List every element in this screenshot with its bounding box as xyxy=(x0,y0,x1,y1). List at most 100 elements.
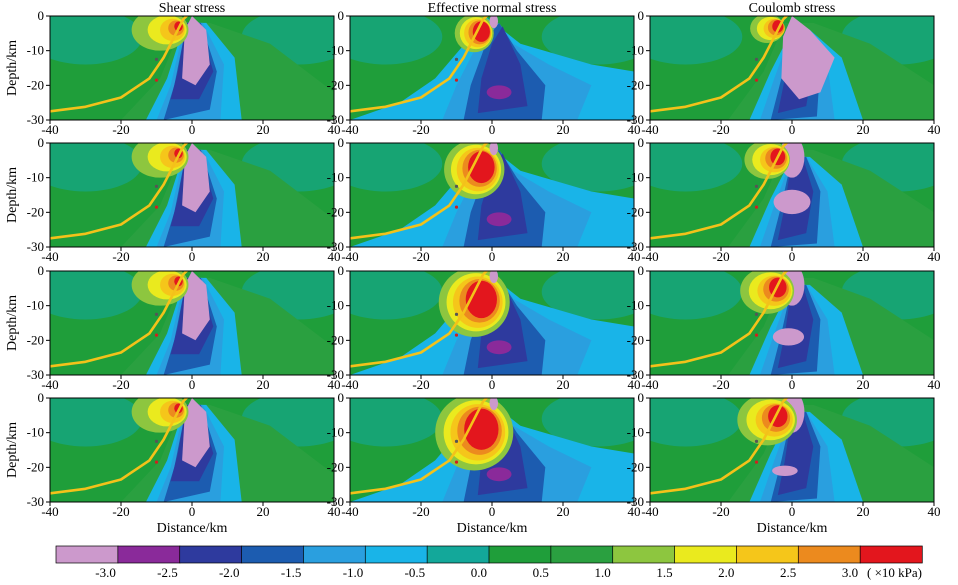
colorbar-tick-label: 2.0 xyxy=(718,565,734,580)
x-tick-label: -20 xyxy=(412,122,429,137)
x-tick-label: 40 xyxy=(628,249,641,264)
panel-effective-normal-stress-row-3: -40 -20 0 20 40 0 -10 -20 -30 xyxy=(327,263,641,392)
x-tick-label: 0 xyxy=(789,377,796,392)
y-tick-label: 0 xyxy=(38,135,45,150)
panel-coulomb-stress-row-2: -40 -20 0 20 40 0 -10 -20 -30 xyxy=(627,135,941,264)
x-tick-label: 20 xyxy=(257,504,270,519)
fault-trace xyxy=(650,16,788,113)
contour-region xyxy=(350,271,443,320)
y-tick-label: -10 xyxy=(27,43,44,58)
fault-trace xyxy=(650,398,788,495)
x-tick-label: -20 xyxy=(712,504,729,519)
panel-shear-stress-row-4: -40 -20 0 20 40 0 -10 -20 -30 Depth/km Distance/km xyxy=(5,390,341,536)
colorbar-swatch xyxy=(303,545,366,564)
y-axis-label: Depth/km xyxy=(5,295,20,351)
y-tick-label: -10 xyxy=(327,425,344,440)
x-tick-label: 20 xyxy=(257,377,270,392)
hypocenter-marker xyxy=(154,78,159,82)
colorbar: -3.0 -2.5 -2.0 -1.5 -1.0 -0.5 0.0 0.5 1.0 1.5 2.0 2… xyxy=(55,545,923,580)
x-tick-label: 40 xyxy=(328,377,341,392)
y-tick-label: -30 xyxy=(27,239,44,254)
colorbar-swatch xyxy=(117,545,181,564)
y-tick-label: -20 xyxy=(27,459,44,474)
hypocenter-marker xyxy=(454,439,459,443)
x-tick-label: -20 xyxy=(112,504,129,519)
y-tick-label: -10 xyxy=(27,298,44,313)
y-tick-label: -30 xyxy=(27,367,44,382)
hypocenter-marker xyxy=(154,205,159,209)
column-title: Coulomb stress xyxy=(749,1,836,16)
y-tick-label: -20 xyxy=(27,77,44,92)
y-tick-label: -20 xyxy=(327,204,344,219)
colorbar-swatch xyxy=(736,545,799,564)
hypocenter-marker xyxy=(454,333,459,337)
colorbar-swatch xyxy=(550,545,614,564)
contour-region xyxy=(50,271,143,320)
y-axis-label: Depth/km xyxy=(5,40,20,96)
x-tick-label: 20 xyxy=(857,504,870,519)
x-tick-label: 0 xyxy=(489,504,496,519)
fault-trace xyxy=(650,143,788,240)
hypocenter-marker xyxy=(754,460,759,464)
colorbar-swatch xyxy=(488,545,552,564)
x-tick-label: 0 xyxy=(789,504,796,519)
colorbar-swatch xyxy=(674,545,738,564)
colorbar-tick-label: -0.5 xyxy=(405,565,426,580)
x-tick-label: 0 xyxy=(189,504,196,519)
x-tick-label: 40 xyxy=(928,122,941,137)
contour-region xyxy=(350,16,443,65)
contour-region xyxy=(650,16,743,65)
hypocenter-marker xyxy=(454,57,459,61)
colorbar-unit-label: ( ×10 kPa) xyxy=(867,565,922,580)
hypocenter-marker xyxy=(154,439,159,443)
x-tick-label: 0 xyxy=(189,249,196,264)
colorbar-swatch xyxy=(55,545,119,564)
x-tick-label: 40 xyxy=(928,504,941,519)
contour-region xyxy=(350,398,443,447)
contour-region xyxy=(486,212,512,227)
x-tick-label: -20 xyxy=(112,249,129,264)
x-tick-label: 20 xyxy=(857,249,870,264)
hypocenter-marker xyxy=(454,460,459,464)
y-tick-label: -20 xyxy=(27,332,44,347)
x-tick-label: -40 xyxy=(41,122,58,137)
y-tick-label: -30 xyxy=(327,112,344,127)
hypocenter-marker xyxy=(154,184,159,188)
panel-coulomb-stress-row-1: -40 -20 0 20 40 0 -10 -20 -30 xyxy=(627,8,941,137)
panel-shear-stress-row-2: -40 -20 0 20 40 0 -10 -20 -30 Depth/km xyxy=(5,135,341,264)
panel-effective-normal-stress-row-2: -40 -20 0 20 40 0 -10 -20 -30 xyxy=(327,135,641,264)
panel-effective-normal-stress-row-1: -40 -20 0 20 40 0 -10 -20 -30 xyxy=(327,8,641,137)
x-tick-label: -40 xyxy=(341,249,358,264)
x-tick-label: -40 xyxy=(641,249,658,264)
column-title: Effective normal stress xyxy=(428,1,557,16)
contour-region xyxy=(650,398,743,447)
y-tick-label: -30 xyxy=(627,112,644,127)
colorbar-tick-label: -3.0 xyxy=(95,565,116,580)
y-tick-label: 0 xyxy=(638,263,645,278)
y-tick-label: 0 xyxy=(638,8,645,23)
y-tick-label: 0 xyxy=(338,390,345,405)
contour-region xyxy=(772,328,805,346)
y-tick-label: -30 xyxy=(627,367,644,382)
contour-region xyxy=(489,398,499,411)
hypocenter-marker xyxy=(754,57,759,61)
y-tick-label: 0 xyxy=(38,390,45,405)
x-tick-label: 20 xyxy=(557,377,570,392)
x-tick-label: 0 xyxy=(789,122,796,137)
x-tick-label: 40 xyxy=(928,249,941,264)
x-tick-label: -20 xyxy=(712,249,729,264)
fault-trace xyxy=(350,271,488,368)
y-tick-label: 0 xyxy=(38,263,45,278)
colorbar-tick-label: 0.0 xyxy=(471,565,487,580)
fault-trace xyxy=(50,271,188,368)
y-tick-label: 0 xyxy=(638,390,645,405)
x-tick-label: 0 xyxy=(189,122,196,137)
hypocenter-marker xyxy=(154,57,159,61)
contour-region xyxy=(50,16,143,65)
x-tick-label: 40 xyxy=(328,249,341,264)
x-tick-label: 20 xyxy=(557,504,570,519)
hypocenter-marker xyxy=(154,312,159,316)
hypocenter-marker xyxy=(754,439,759,443)
contour-region xyxy=(486,85,512,100)
x-tick-label: 40 xyxy=(328,122,341,137)
